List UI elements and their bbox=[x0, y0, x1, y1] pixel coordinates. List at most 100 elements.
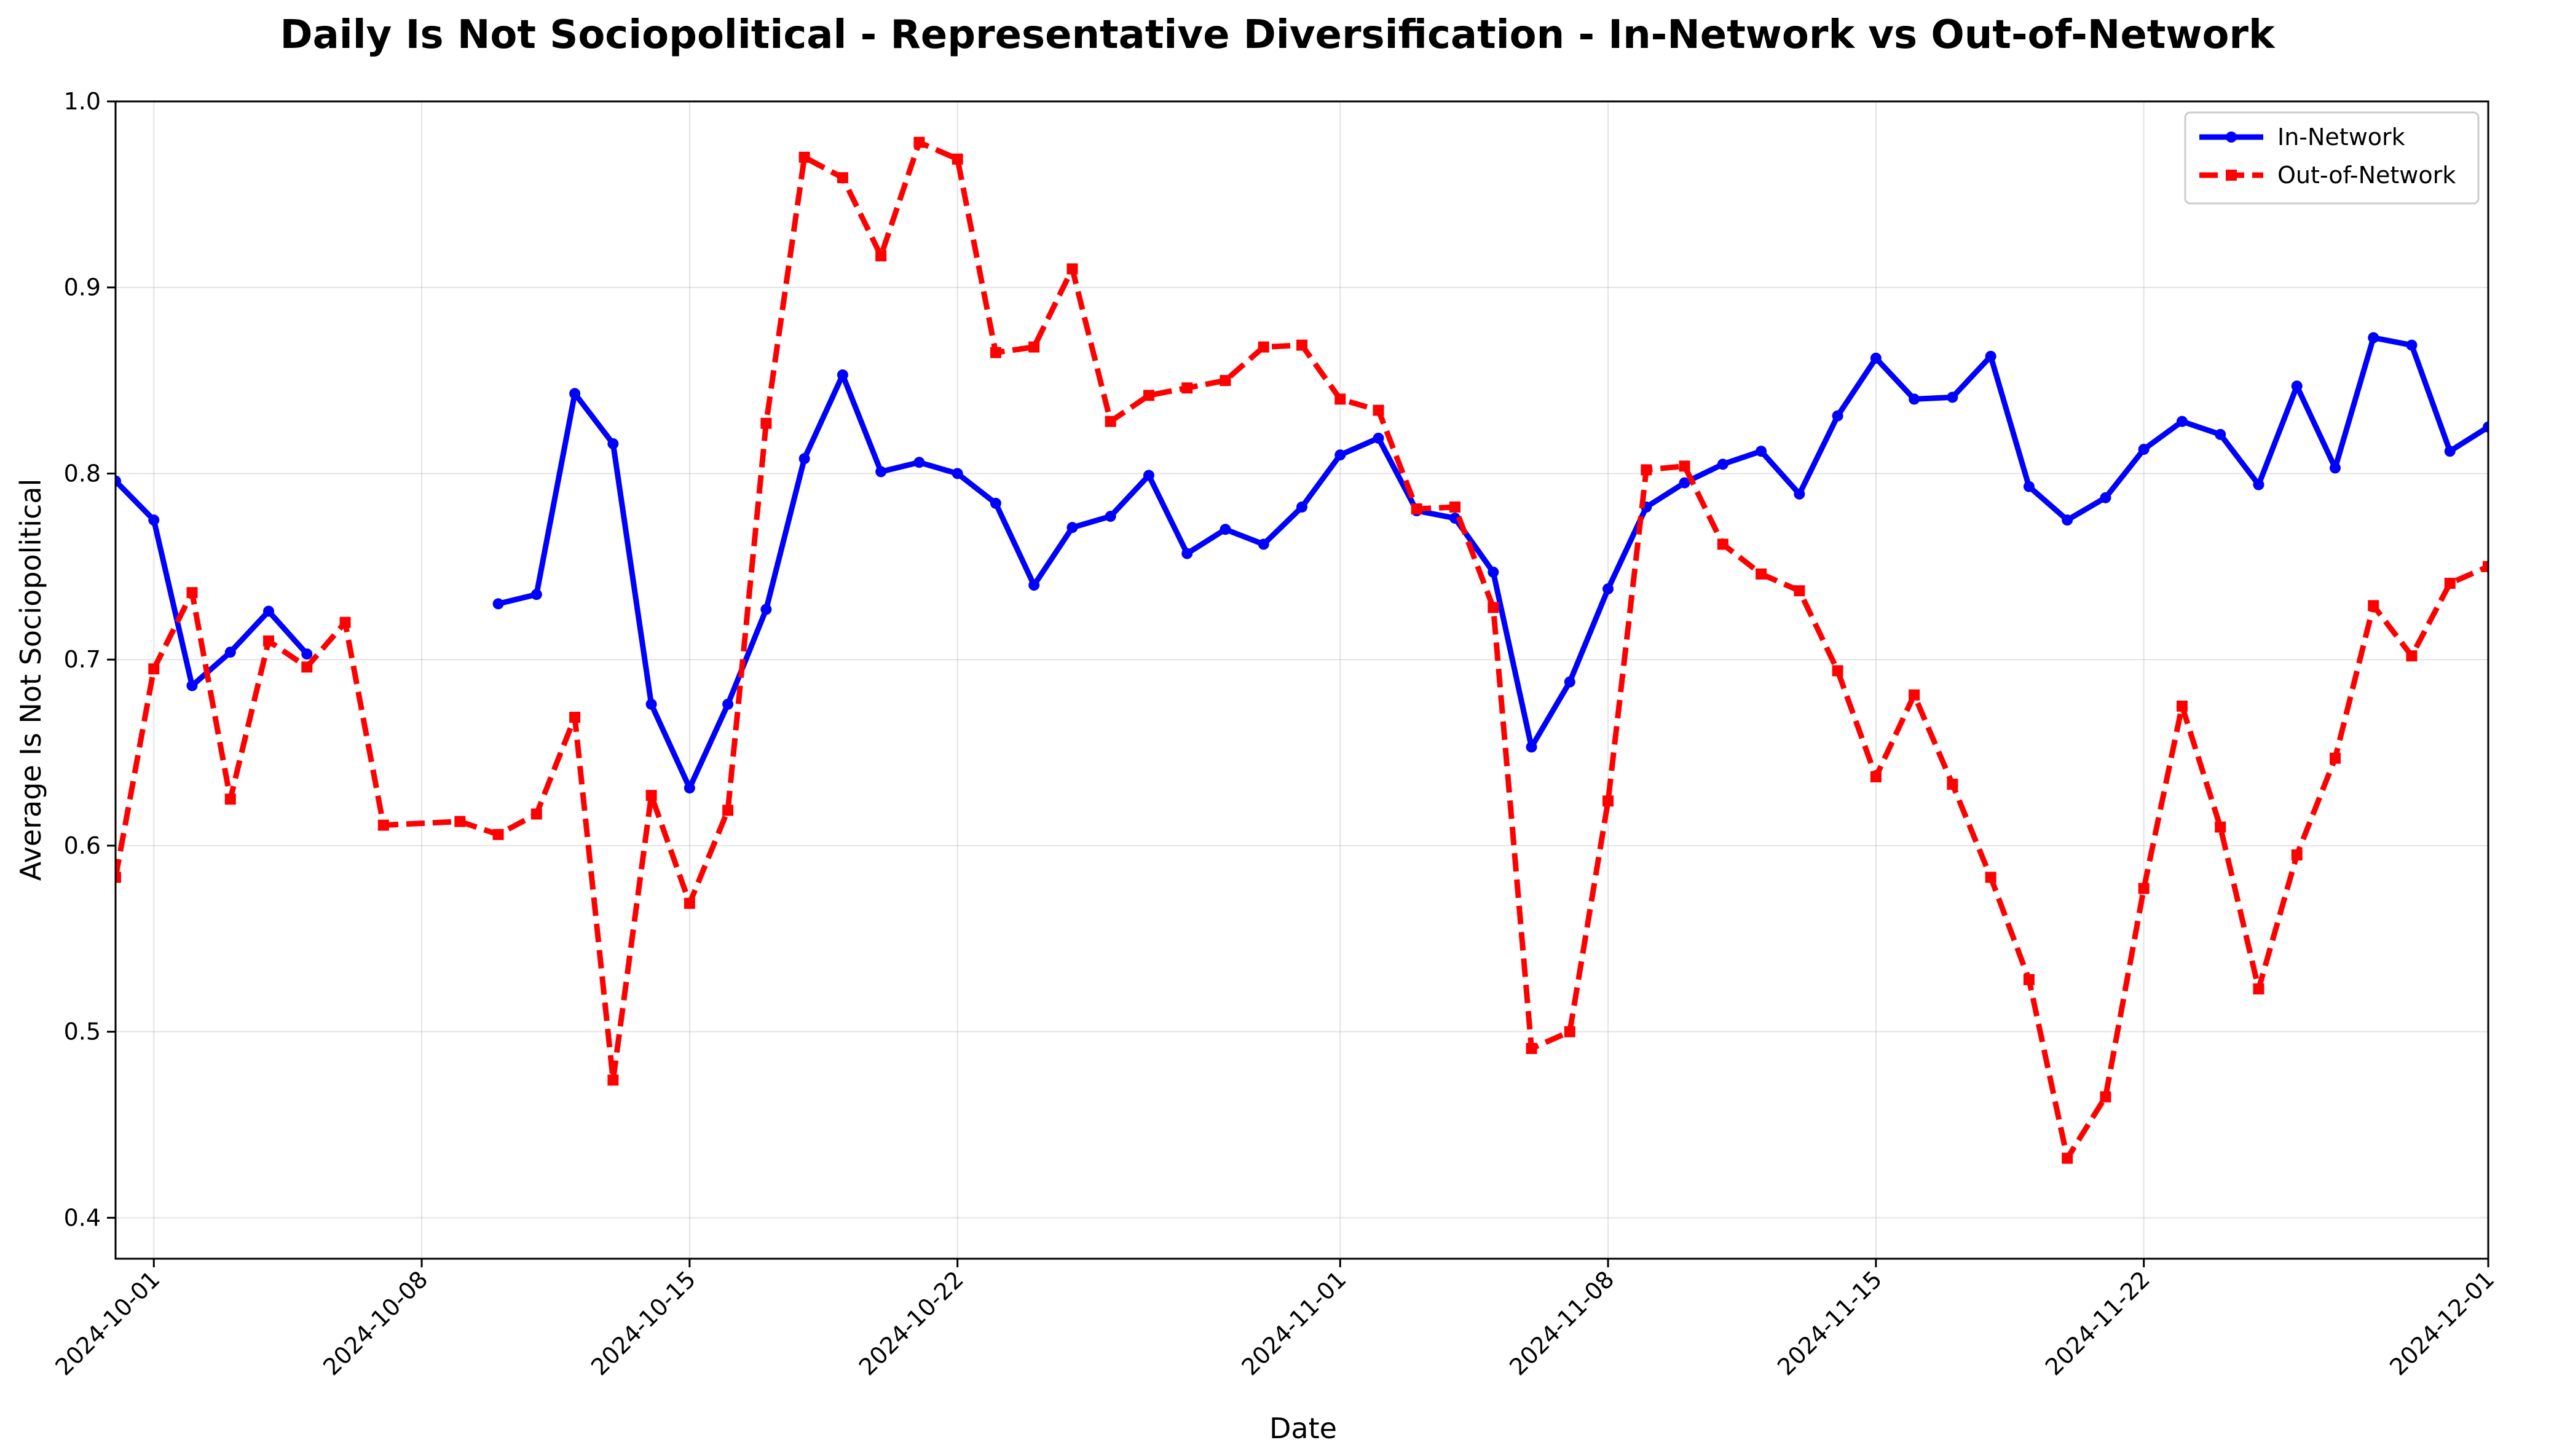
data-point bbox=[1832, 665, 1843, 676]
data-point bbox=[569, 388, 580, 399]
data-point bbox=[1794, 489, 1805, 500]
data-point bbox=[2330, 753, 2341, 764]
data-point bbox=[1488, 567, 1499, 578]
data-point bbox=[2368, 332, 2379, 343]
series-line bbox=[116, 481, 307, 686]
series-line bbox=[499, 338, 2488, 789]
data-point bbox=[1832, 411, 1843, 422]
data-point bbox=[1756, 569, 1767, 580]
data-point bbox=[1296, 340, 1307, 351]
data-point bbox=[2024, 974, 2035, 985]
data-point bbox=[531, 808, 542, 819]
data-point bbox=[225, 647, 236, 658]
y-tick-label: 0.8 bbox=[64, 460, 101, 487]
data-point bbox=[2253, 983, 2264, 994]
data-point bbox=[1258, 342, 1269, 353]
data-point bbox=[1909, 690, 1920, 701]
data-point bbox=[837, 172, 848, 183]
data-point bbox=[2024, 481, 2035, 492]
data-point bbox=[607, 1074, 618, 1085]
data-point bbox=[1564, 677, 1575, 688]
data-point bbox=[760, 418, 771, 429]
data-point bbox=[799, 152, 810, 163]
data-point bbox=[1105, 511, 1116, 522]
data-point bbox=[1143, 390, 1154, 401]
data-point bbox=[301, 661, 312, 672]
x-tick-label: 2024-10-22 bbox=[854, 1265, 969, 1380]
data-point bbox=[493, 598, 504, 609]
data-point bbox=[454, 816, 465, 827]
x-tick-label: 2024-11-15 bbox=[1772, 1265, 1887, 1380]
plot-area bbox=[110, 137, 2494, 1164]
data-point bbox=[913, 137, 924, 148]
data-point bbox=[1488, 602, 1499, 613]
data-point bbox=[1679, 460, 1690, 471]
series-line bbox=[116, 143, 2488, 1159]
data-point bbox=[1373, 405, 1384, 416]
data-point bbox=[2100, 492, 2111, 503]
data-point bbox=[378, 820, 389, 831]
data-point bbox=[1334, 449, 1346, 460]
data-point bbox=[1411, 503, 1422, 514]
x-axis-ticks: 2024-10-01 2024-10-08 2024-10-15 2024-10-22… bbox=[50, 1259, 2499, 1381]
legend-marker bbox=[2226, 132, 2237, 143]
data-point bbox=[1181, 382, 1192, 393]
x-tick-label: 2024-12-01 bbox=[2384, 1265, 2499, 1380]
data-point bbox=[2292, 380, 2303, 392]
data-point bbox=[2138, 883, 2150, 894]
data-point bbox=[2177, 701, 2188, 712]
data-point bbox=[263, 636, 274, 647]
legend: In-Network Out-of-Network bbox=[2185, 112, 2478, 203]
data-point bbox=[1526, 1043, 1537, 1054]
data-point bbox=[990, 498, 1001, 509]
x-tick-label: 2024-10-08 bbox=[318, 1265, 433, 1380]
data-point bbox=[2253, 479, 2264, 490]
data-point bbox=[187, 680, 198, 691]
data-point bbox=[875, 466, 886, 477]
data-point bbox=[1909, 393, 1920, 404]
x-tick-label: 2024-11-22 bbox=[2040, 1265, 2155, 1380]
y-tick-label: 0.9 bbox=[64, 274, 101, 301]
data-point bbox=[2177, 416, 2188, 427]
data-point bbox=[1985, 872, 1996, 883]
data-point bbox=[531, 589, 542, 600]
data-point bbox=[1066, 522, 1078, 533]
x-axis-label: Date bbox=[1269, 1412, 1337, 1445]
data-point bbox=[990, 347, 1001, 358]
data-point bbox=[2330, 462, 2341, 473]
data-point bbox=[799, 453, 810, 464]
data-point bbox=[1602, 583, 1614, 594]
data-point bbox=[1028, 580, 1039, 591]
x-tick-label: 2024-10-15 bbox=[586, 1265, 701, 1380]
y-tick-label: 0.6 bbox=[64, 832, 101, 859]
legend-label: In-Network bbox=[2277, 124, 2405, 151]
data-point bbox=[1641, 464, 1652, 475]
data-point bbox=[1028, 342, 1039, 353]
data-point bbox=[2062, 514, 2073, 525]
series-out-of-network bbox=[110, 137, 2494, 1164]
data-point bbox=[1143, 470, 1154, 481]
data-point bbox=[1296, 502, 1307, 513]
data-point bbox=[722, 805, 733, 816]
data-point bbox=[493, 829, 504, 840]
data-point bbox=[2445, 446, 2456, 457]
data-point bbox=[2406, 340, 2417, 351]
y-tick-label: 0.4 bbox=[64, 1204, 101, 1231]
data-point bbox=[1794, 585, 1805, 596]
data-point bbox=[1756, 446, 1767, 457]
data-point bbox=[952, 154, 963, 165]
data-point bbox=[760, 604, 771, 615]
data-point bbox=[1526, 741, 1537, 752]
data-point bbox=[569, 712, 580, 723]
data-point bbox=[1947, 779, 1958, 790]
data-point bbox=[1870, 771, 1882, 782]
y-tick-label: 1.0 bbox=[64, 88, 101, 115]
data-point bbox=[646, 790, 657, 801]
data-point bbox=[1258, 539, 1269, 550]
data-point bbox=[1220, 375, 1231, 386]
data-point bbox=[2138, 444, 2150, 455]
data-point bbox=[1985, 351, 1996, 362]
y-tick-label: 0.5 bbox=[64, 1018, 101, 1045]
data-point bbox=[2406, 650, 2417, 661]
